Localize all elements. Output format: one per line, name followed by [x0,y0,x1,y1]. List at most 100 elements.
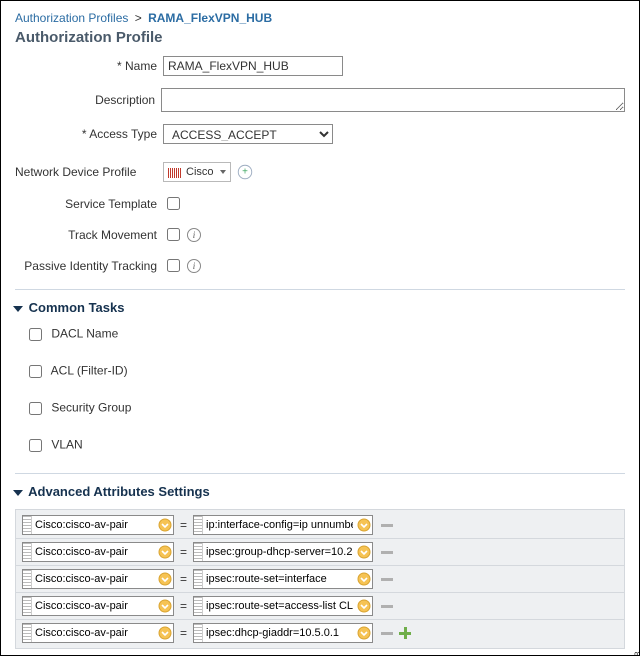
remove-row-button[interactable] [381,632,393,635]
attr-value-combo[interactable] [193,542,373,562]
page-title: Authorization Profile [15,29,625,46]
cisco-logo-icon [168,168,182,178]
attr-key-input[interactable] [32,545,157,559]
attr-key-input[interactable] [32,599,157,613]
drag-handle-icon[interactable] [194,597,203,615]
chevron-down-icon[interactable] [157,598,173,614]
attr-value-input[interactable] [203,572,356,586]
attr-value-input[interactable] [203,518,356,532]
access-type-select[interactable]: ACCESS_ACCEPT [163,124,333,144]
advanced-attrs-header[interactable]: Advanced Attributes Settings [15,484,625,499]
attr-key-combo[interactable] [22,623,174,643]
ndp-label: Network Device Profile [15,165,163,179]
task-security-group: Security Group [25,399,625,418]
breadcrumb: Authorization Profiles > RAMA_FlexVPN_HU… [15,11,625,25]
description-textarea[interactable] [161,88,625,112]
attr-key-input[interactable] [32,518,157,532]
breadcrumb-separator: > [135,11,142,25]
attr-key-combo[interactable] [22,596,174,616]
service-template-label: Service Template [15,197,163,211]
dacl-label: DACL Name [51,327,118,341]
drag-handle-icon[interactable] [194,624,203,642]
divider [15,473,625,474]
acl-checkbox[interactable] [29,365,42,378]
acl-label: ACL (Filter-ID) [51,364,128,378]
attr-key-input[interactable] [32,626,157,640]
chevron-down-icon[interactable] [157,517,173,533]
dacl-checkbox[interactable] [29,328,42,341]
collapse-icon [13,306,23,312]
chevron-down-icon[interactable] [157,571,173,587]
service-template-checkbox[interactable] [167,197,180,210]
remove-row-button[interactable] [381,551,393,554]
passive-identity-checkbox[interactable] [167,259,180,272]
breadcrumb-root-link[interactable]: Authorization Profiles [15,11,128,25]
info-icon[interactable]: i [187,259,201,273]
equals-sign: = [180,599,187,613]
advanced-attributes-grid: = = = = = [15,509,625,649]
remove-row-button[interactable] [381,605,393,608]
drag-handle-icon[interactable] [194,543,203,561]
attr-value-input[interactable] [203,545,356,559]
attr-value-combo[interactable] [193,623,373,643]
name-label: Name [15,59,163,73]
breadcrumb-current: RAMA_FlexVPN_HUB [148,11,272,25]
drag-handle-icon[interactable] [194,570,203,588]
chevron-down-icon [220,170,226,174]
attr-key-combo[interactable] [22,542,174,562]
ndp-dropdown[interactable]: Cisco [163,162,231,182]
equals-sign: = [180,545,187,559]
add-ndp-button[interactable]: + [237,165,251,179]
drag-handle-icon[interactable] [23,624,32,642]
name-input[interactable] [163,56,343,76]
equals-sign: = [180,518,187,532]
divider [15,289,625,290]
description-label: Description [15,93,161,107]
add-row-button[interactable] [399,627,411,639]
remove-row-button[interactable] [381,524,393,527]
remove-row-button[interactable] [381,578,393,581]
ndp-value: Cisco [186,166,214,178]
task-dacl: DACL Name [25,325,625,344]
chevron-down-icon[interactable] [356,598,372,614]
attr-value-combo[interactable] [193,596,373,616]
chevron-down-icon[interactable] [356,544,372,560]
attribute-row: = [16,512,624,538]
equals-sign: = [180,626,187,640]
chevron-down-icon[interactable] [356,571,372,587]
attr-key-combo[interactable] [22,515,174,535]
drag-handle-icon[interactable] [23,597,32,615]
info-icon[interactable]: i [187,228,201,242]
drag-handle-icon[interactable] [23,570,32,588]
attribute-row: = [16,538,624,565]
drag-handle-icon[interactable] [194,516,203,534]
passive-identity-label: Passive Identity Tracking [15,259,163,273]
equals-sign: = [180,572,187,586]
attribute-row: = [16,592,624,619]
attr-value-combo[interactable] [193,569,373,589]
common-tasks-header[interactable]: Common Tasks [15,300,625,315]
collapse-icon [13,490,23,496]
chevron-down-icon[interactable] [157,625,173,641]
attr-value-input[interactable] [203,599,356,613]
track-movement-checkbox[interactable] [167,228,180,241]
drag-handle-icon[interactable] [23,543,32,561]
access-type-label: Access Type [15,127,163,141]
chevron-down-icon[interactable] [356,517,372,533]
chevron-down-icon[interactable] [157,544,173,560]
attr-value-combo[interactable] [193,515,373,535]
attribute-row: = [16,565,624,592]
security-group-label: Security Group [51,401,131,415]
task-acl: ACL (Filter-ID) [25,362,625,381]
vlan-checkbox[interactable] [29,439,42,452]
drag-handle-icon[interactable] [23,516,32,534]
attr-value-input[interactable] [203,626,356,640]
attr-key-combo[interactable] [22,569,174,589]
security-group-checkbox[interactable] [29,402,42,415]
vlan-label: VLAN [51,438,82,452]
track-movement-label: Track Movement [15,228,163,242]
attribute-row: = [16,619,624,646]
attr-key-input[interactable] [32,572,157,586]
image-id: 257688 [633,651,640,656]
chevron-down-icon[interactable] [356,625,372,641]
